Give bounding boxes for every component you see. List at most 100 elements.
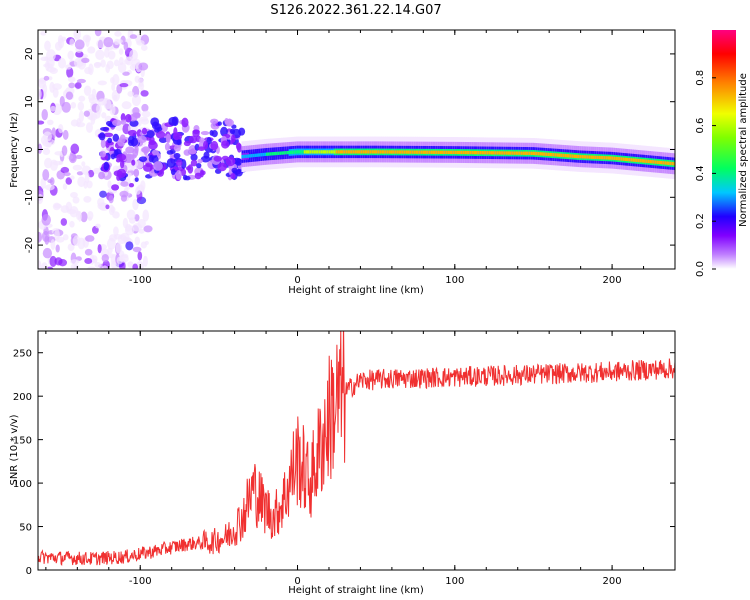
spectrogram-ridge-cell xyxy=(405,150,409,154)
spectrogram-cell xyxy=(117,234,127,244)
spectrogram-cell xyxy=(46,49,56,62)
spectrogram-ridge-cell xyxy=(475,150,479,155)
spectrogram-cell xyxy=(85,235,95,242)
spectrogram-cell xyxy=(61,145,68,156)
spectrogram-cell xyxy=(166,150,174,155)
spectrogram-ridge-cell xyxy=(377,150,381,154)
spectrogram-cell xyxy=(142,209,150,222)
spectrogram-cell xyxy=(122,236,132,242)
spectrogram-ridge-cell xyxy=(326,150,330,154)
spectrogram-ridge-cell xyxy=(668,161,672,165)
spectrogram-cell xyxy=(62,183,68,190)
spectrogram-cell xyxy=(72,196,80,204)
spectrogram-cell xyxy=(109,104,116,116)
spectrogram-ridge-cell xyxy=(379,150,383,154)
spectrogram-ridge-cell xyxy=(450,150,454,155)
spectrogram-cell xyxy=(210,118,219,124)
spectrogram-cell xyxy=(65,64,72,70)
spectrogram-cell xyxy=(231,167,238,174)
spectrogram-ridge-cell xyxy=(618,157,622,161)
spectrogram-cell xyxy=(124,225,135,236)
spectrogram-ridge-cell xyxy=(407,150,411,154)
spectrogram-cell xyxy=(54,228,60,241)
spectrogram-ridge-cell xyxy=(330,150,334,154)
spectrogram-cell xyxy=(102,265,108,269)
spectrogram-ridge-cell xyxy=(535,151,539,156)
spectrogram-cell xyxy=(136,129,143,138)
snr-ylabel: SNR (10 * v/v) xyxy=(9,414,20,485)
snr-frame xyxy=(37,330,676,571)
spectrogram-cell xyxy=(127,129,137,137)
spectrogram-ridge-cell xyxy=(366,150,370,154)
spectrogram-ridge-cell xyxy=(273,151,277,156)
snr-ticks: -100 0 100 200 0 50 100 150 200 250 xyxy=(13,331,676,587)
spectrogram-ridge-cell xyxy=(277,151,281,156)
spectrogram-ridge-cell xyxy=(318,150,322,154)
spectrogram-ridge-cell xyxy=(386,150,390,154)
spectrogram-cell xyxy=(107,137,113,144)
spectrogram-cell xyxy=(84,66,93,75)
spectrogram-ridge-cell xyxy=(586,155,590,159)
spectrogram-cell xyxy=(41,214,51,226)
spectrogram-cell xyxy=(95,223,101,229)
spectrogram-cell xyxy=(183,140,191,147)
spectrogram-ridge-cell xyxy=(494,151,498,155)
spectrogram-cell xyxy=(47,76,53,81)
spectrogram-ridge-cell xyxy=(481,151,485,155)
spectrogram-cell xyxy=(111,83,116,91)
spectrogram-ridge-cell xyxy=(337,150,341,154)
spectrogram-cell xyxy=(76,171,84,176)
spectrogram-cell xyxy=(144,240,149,245)
spectrogram-cell xyxy=(129,49,138,61)
spectrogram-ridge-cell xyxy=(635,158,639,163)
spectrogram-cell xyxy=(112,211,120,219)
spectrogram-cell xyxy=(75,122,86,128)
spectrogram-ridge-cell xyxy=(341,150,345,154)
spectrogram-ridge-cell xyxy=(532,151,536,155)
spectrogram-ridge-cell xyxy=(458,150,462,155)
spectrogram-cell xyxy=(105,120,113,126)
spectrogram-ridge-cell xyxy=(345,150,349,154)
snr-ytick-label: 150 xyxy=(13,436,32,447)
spectrogram-cell xyxy=(103,161,110,171)
spectrogram-cell xyxy=(153,161,163,171)
spectrogram-xtick-label: 0 xyxy=(294,275,300,286)
spectrogram-ridge-cell xyxy=(505,151,509,155)
spectrogram-ridge-cell xyxy=(643,159,647,163)
spectrogram-ridge-cell xyxy=(584,155,588,159)
spectrogram-ridge-cell xyxy=(634,158,638,162)
spectrogram-ridge-cell xyxy=(583,155,587,159)
spectrogram-ridge-cell xyxy=(443,150,447,154)
spectrogram-cell xyxy=(151,149,159,156)
spectrogram-cell xyxy=(231,124,237,129)
spectrogram-ridge-cell xyxy=(669,161,673,166)
spectrogram-cell xyxy=(96,103,102,115)
spectrogram-ridge-cell xyxy=(245,154,249,158)
spectrogram-cell xyxy=(173,144,181,152)
spectrogram-ridge-cell xyxy=(462,150,466,155)
spectrogram-cell xyxy=(61,36,67,42)
spectrogram-ridge-cell xyxy=(490,151,494,155)
spectrogram-cell xyxy=(70,143,80,155)
spectrogram-cell xyxy=(143,225,153,233)
spectrogram-ridge-cell xyxy=(416,150,420,154)
spectrogram-cell xyxy=(38,231,43,243)
spectrogram-cell xyxy=(135,186,141,195)
spectrogram-cell xyxy=(238,127,246,136)
spectrogram-ridge-cell xyxy=(335,150,339,154)
spectrogram-cell xyxy=(141,146,151,154)
spectrogram-ridge-cell xyxy=(284,151,288,155)
spectrogram-ridge-cell xyxy=(364,150,368,154)
spectrogram-ridge-cell xyxy=(522,151,526,155)
spectrogram-ridge-cell xyxy=(517,151,521,155)
spectrogram-cell xyxy=(98,171,106,180)
spectrogram-ridge-cell xyxy=(267,152,271,156)
spectrogram-cell xyxy=(98,132,106,141)
spectrogram-cell xyxy=(118,48,124,55)
spectrogram-ridge-cell xyxy=(390,150,394,154)
spectrogram-cell xyxy=(141,110,151,118)
spectrogram-cell xyxy=(188,135,198,144)
spectrogram-cell xyxy=(200,155,211,163)
spectrogram-ridge-cell xyxy=(439,150,443,154)
spectrogram-cell xyxy=(197,159,203,164)
